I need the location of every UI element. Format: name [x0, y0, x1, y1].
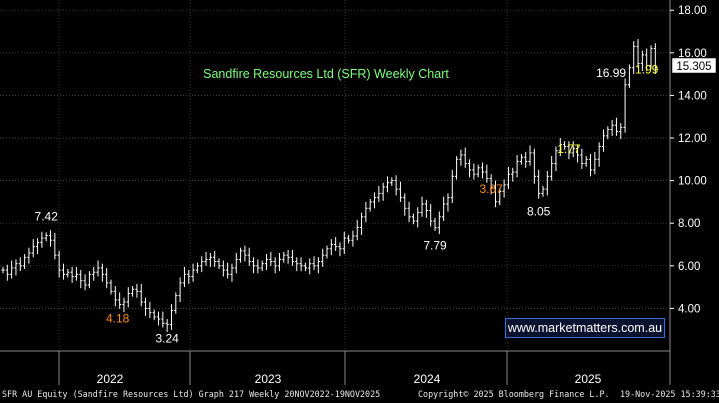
y-tick-label: 12.00 [678, 133, 707, 145]
annotation-label: 7.79 [423, 239, 447, 253]
y-tick-label: 14.00 [678, 90, 707, 102]
annotation-label: 3.24 [155, 332, 179, 346]
y-tick-label: 4.00 [678, 303, 700, 315]
footer-bar: SFR AU Equity (Sandfire Resources Ltd) G… [0, 385, 719, 403]
y-tick-label: 8.00 [678, 218, 700, 230]
annotation-label: 1.99 [635, 63, 659, 77]
last-price-label: 15.305 [676, 61, 711, 73]
price-annotations: 7.42 4.18 3.24 7.79 3.67 8.05 1.77 16.99 1.99 [35, 63, 659, 346]
annotation-label: 3.67 [479, 182, 503, 196]
y-tick-label: 16.00 [678, 48, 707, 60]
footer-left-text: SFR AU Equity (Sandfire Resources Ltd) G… [2, 389, 381, 399]
x-tick-label: 2025 [575, 372, 602, 386]
price-bars [1, 38, 657, 333]
last-price-tag: 15.305 [671, 57, 717, 74]
annotation-label: 1.77 [557, 142, 581, 156]
annotation-label: 16.99 [596, 66, 626, 80]
x-tick-label: 2023 [255, 372, 282, 386]
y-tick-label: 6.00 [678, 261, 700, 273]
footer-timestamp: 19-Nov-2025 15:39:33 [620, 389, 719, 399]
watermark-link[interactable]: www.marketmatters.com.au [505, 318, 665, 338]
y-tick-label: 10.00 [678, 176, 707, 188]
x-tick-label: 2022 [97, 372, 124, 386]
annotation-label: 4.18 [106, 312, 130, 326]
annotation-label: 8.05 [527, 204, 551, 218]
grid-lines [0, 0, 671, 385]
x-axis: 2022 2023 2024 2025 [58, 351, 602, 386]
y-axis: 4.00 6.00 8.00 10.00 12.00 14.00 16.00 18.00 [670, 5, 707, 315]
y-tick-label: 18.00 [678, 5, 707, 17]
x-tick-label: 2024 [414, 372, 441, 386]
chart-title: Sandfire Resources Ltd (SFR) Weekly Char… [203, 67, 449, 81]
footer-copyright: Copyright© 2025 Bloomberg Finance L.P. [418, 389, 610, 399]
annotation-label: 7.42 [35, 210, 59, 224]
